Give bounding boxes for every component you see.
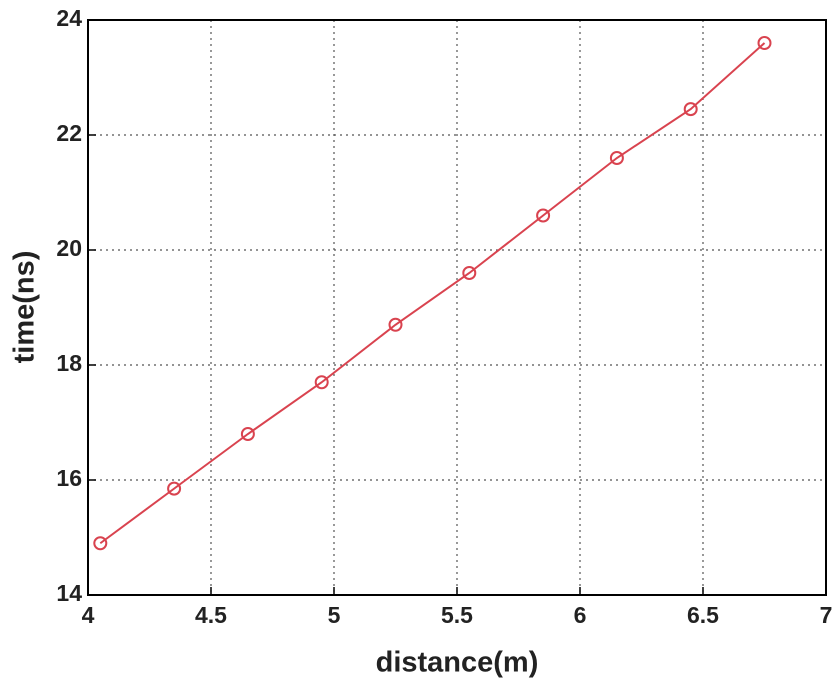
data-point <box>536 208 551 223</box>
x-tick-label: 6.5 <box>687 602 719 628</box>
x-tick-label: 5 <box>328 602 341 628</box>
data-point <box>314 375 329 390</box>
data-point <box>93 536 108 551</box>
y-tick-label: 24 <box>56 5 82 31</box>
data-point <box>167 481 182 496</box>
x-tick-label: 5.5 <box>441 602 473 628</box>
y-tick-label: 18 <box>56 350 82 376</box>
data-line <box>99 42 766 545</box>
y-tick-label: 20 <box>56 235 82 261</box>
x-tick-label: 7 <box>820 602 832 628</box>
x-tick-label: 6 <box>574 602 587 628</box>
data-point <box>240 427 255 441</box>
data-point <box>462 266 477 280</box>
plot-frame <box>87 19 827 596</box>
x-axis-label: distance(m) <box>376 647 539 679</box>
data-point <box>757 36 772 50</box>
x-tick-label: 4.5 <box>195 602 227 628</box>
y-axis-label: time(ns) <box>9 251 41 364</box>
y-tick-label: 22 <box>56 120 82 146</box>
x-tick-label: 4 <box>82 602 95 628</box>
y-tick-label: 16 <box>56 465 82 491</box>
data-point <box>609 151 624 165</box>
data-point <box>388 317 403 332</box>
data-point <box>683 102 698 117</box>
y-tick-label: 14 <box>56 580 82 606</box>
